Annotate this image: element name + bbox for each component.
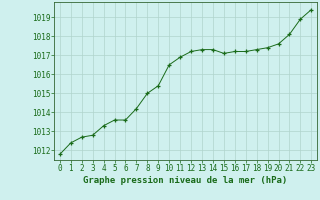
X-axis label: Graphe pression niveau de la mer (hPa): Graphe pression niveau de la mer (hPa) (84, 176, 288, 185)
